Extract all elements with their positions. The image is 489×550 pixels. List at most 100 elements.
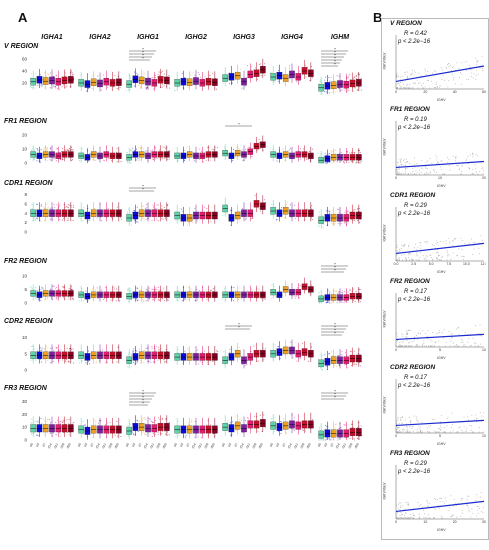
data-point	[357, 149, 359, 152]
data-point	[55, 298, 57, 300]
scatter-point	[448, 331, 450, 333]
scatter-point	[420, 504, 422, 506]
data-point	[336, 161, 338, 163]
data-point	[34, 219, 36, 221]
scatter-point	[433, 345, 435, 347]
data-point	[44, 208, 46, 210]
scatter-point	[471, 173, 473, 175]
data-point	[37, 218, 39, 220]
scatter-point	[463, 255, 465, 257]
scatter-point	[446, 251, 448, 253]
isotype-header-ighg2: IGHG2	[185, 34, 207, 41]
scatter-point	[460, 498, 462, 500]
scatter-point	[402, 76, 404, 78]
data-point	[254, 195, 256, 197]
scatter-point	[424, 68, 426, 70]
scatter-point	[436, 332, 438, 334]
scatter-point	[427, 338, 429, 340]
scatter-point	[417, 420, 419, 422]
scatter-point	[436, 87, 438, 89]
data-point	[72, 149, 74, 151]
scatter-point	[397, 83, 399, 85]
data-point	[258, 139, 260, 141]
data-point	[244, 364, 246, 366]
data-point	[127, 288, 129, 290]
scatter-point	[479, 431, 481, 433]
data-point	[64, 149, 67, 151]
scatter-point	[416, 255, 418, 257]
scatter-point	[464, 345, 466, 347]
scatter-point	[412, 425, 414, 427]
scatter-point	[404, 173, 406, 175]
scatter-x-tick: 20	[453, 520, 457, 523]
scatter-point	[423, 345, 425, 347]
scatter-point	[406, 332, 408, 334]
scatter-point	[426, 335, 428, 337]
x-group-label: d0	[221, 442, 226, 447]
scatter-point	[411, 74, 413, 76]
data-point	[32, 208, 34, 210]
data-point	[222, 214, 224, 216]
data-point	[264, 74, 266, 76]
scatter-point	[402, 514, 404, 516]
scatter-point	[423, 343, 425, 345]
x-group-label: d21	[293, 442, 299, 449]
data-point	[324, 439, 326, 441]
scatter-point	[411, 167, 413, 169]
scatter-point	[475, 69, 477, 71]
x-group-label: d3	[35, 442, 40, 447]
data-point	[311, 219, 313, 221]
scatter-point	[405, 513, 407, 515]
y-tick-label: 10	[22, 335, 28, 340]
scatter-point	[472, 337, 474, 339]
scatter-point	[475, 74, 477, 76]
scatter-point	[397, 517, 399, 519]
scatter-point	[482, 239, 484, 241]
data-point	[114, 75, 116, 77]
x-group-label: d3	[275, 442, 280, 447]
scatter-point	[407, 257, 409, 259]
data-point	[349, 288, 351, 291]
scatter-point	[453, 238, 455, 240]
scatter-title: CDR1 REGION	[390, 192, 436, 199]
scatter-point	[457, 502, 459, 504]
x-group-label: d3	[131, 442, 136, 447]
data-point	[352, 363, 354, 365]
data-point	[46, 147, 48, 149]
scatter-point	[400, 164, 402, 166]
scatter-point	[396, 72, 398, 74]
scatter-point	[461, 248, 463, 250]
data-point	[257, 430, 259, 432]
data-point	[187, 422, 189, 424]
data-point	[154, 350, 157, 352]
data-point	[346, 77, 348, 79]
data-point	[67, 150, 69, 152]
data-point	[330, 150, 332, 152]
data-point	[197, 71, 199, 74]
scatter-point	[435, 155, 437, 157]
scatter-point	[424, 173, 426, 175]
scatter-point	[405, 423, 407, 425]
scatter-point	[461, 171, 463, 173]
scatter-xlabel: IGHV	[437, 528, 446, 532]
data-point	[334, 160, 336, 162]
scatter-point	[420, 171, 422, 173]
data-point	[137, 221, 139, 223]
data-point	[295, 81, 298, 83]
data-point	[70, 286, 73, 288]
data-point	[222, 82, 224, 84]
data-point	[113, 286, 115, 288]
data-point	[36, 203, 39, 205]
data-point	[353, 152, 355, 154]
data-point	[207, 419, 209, 422]
data-point	[158, 349, 160, 351]
scatter-title: V REGION	[390, 20, 422, 27]
data-point	[239, 418, 241, 420]
correlation-r: R = 0.17	[404, 289, 427, 295]
scatter-point	[400, 76, 402, 78]
scatter-point	[477, 333, 479, 335]
scatter-point	[425, 257, 427, 259]
y-tick-label: 20	[22, 81, 28, 86]
data-point	[136, 288, 138, 290]
data-point	[194, 299, 196, 301]
